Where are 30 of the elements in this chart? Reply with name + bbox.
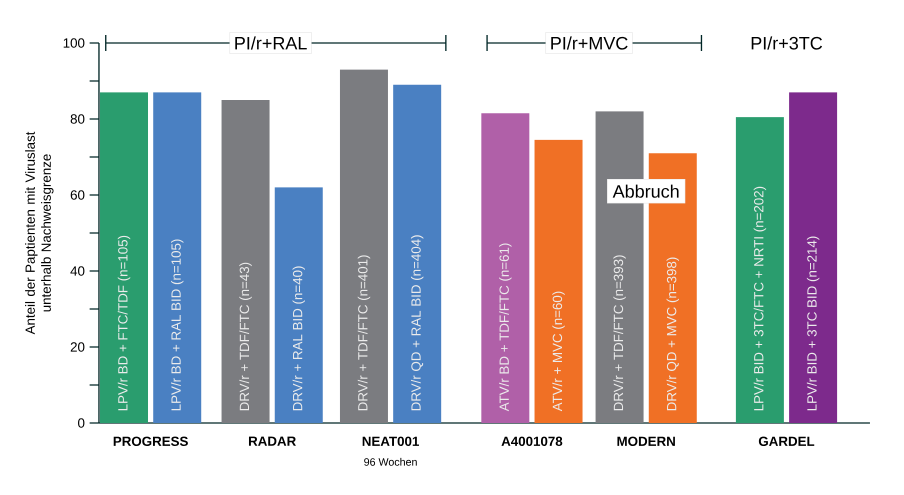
text: PROGRESS <box>114 436 188 446</box>
x-tick-label: LPV/r BID + 3TC BID (n=214) <box>806 236 820 410</box>
annotation: PI/r+MVC <box>551 36 628 50</box>
annotation: PI/r+3TC <box>752 36 822 50</box>
text: MODERN <box>617 436 675 446</box>
y-tick-label: 20 <box>70 342 84 352</box>
text: A4001078 <box>502 436 562 446</box>
x-tick-label: DRV/r QD + MVC (n=398) <box>666 258 679 410</box>
y-tick-label: 0 <box>78 418 84 428</box>
y-axis-title: Anteil der Paptienten mit Viruslast unterhalb Nachweisgrenze <box>25 132 54 334</box>
x-tick-label: DRV/r QD + RAL BID (n=404) <box>410 235 424 410</box>
text: GARDEL <box>758 436 814 446</box>
x-tick-label: LPV/r BD + FTC/TDF (n=105) <box>118 236 130 410</box>
y-tick-label: 60 <box>70 190 84 200</box>
y-tick-label: 40 <box>70 266 84 276</box>
annotation: Abbruch <box>612 184 679 198</box>
x-tick-label: DRV/r + TDF/FTC (n=393) <box>613 255 626 410</box>
x-tick-label: DRV/r + TDF/FTC (n=43) <box>239 262 252 410</box>
text: NEAT001 <box>362 436 419 446</box>
x-tick-label: DRV/r + RAL BID (n=40) <box>292 266 305 410</box>
text: RADAR <box>248 436 296 446</box>
x-tick-label: LPV/r BID + 3TC/FTC + NRTI (n=202) <box>754 186 766 410</box>
x-tick-label: ATV/r BD + TDF/FTC (n=61) <box>499 243 512 412</box>
y-tick-label: 100 <box>64 38 84 48</box>
x-tick-label: LPV/r BD + RAL BID (n=105) <box>171 239 184 410</box>
x-tick-label: DRV/r + TDF/FTC (n=401) <box>358 255 370 410</box>
y-tick-label: 80 <box>70 114 84 124</box>
annotation: PI/r+RAL <box>235 36 307 50</box>
x-tick-label: ATV/r + MVC (n=60) <box>552 292 565 412</box>
text: 96 Wochen <box>364 458 417 466</box>
